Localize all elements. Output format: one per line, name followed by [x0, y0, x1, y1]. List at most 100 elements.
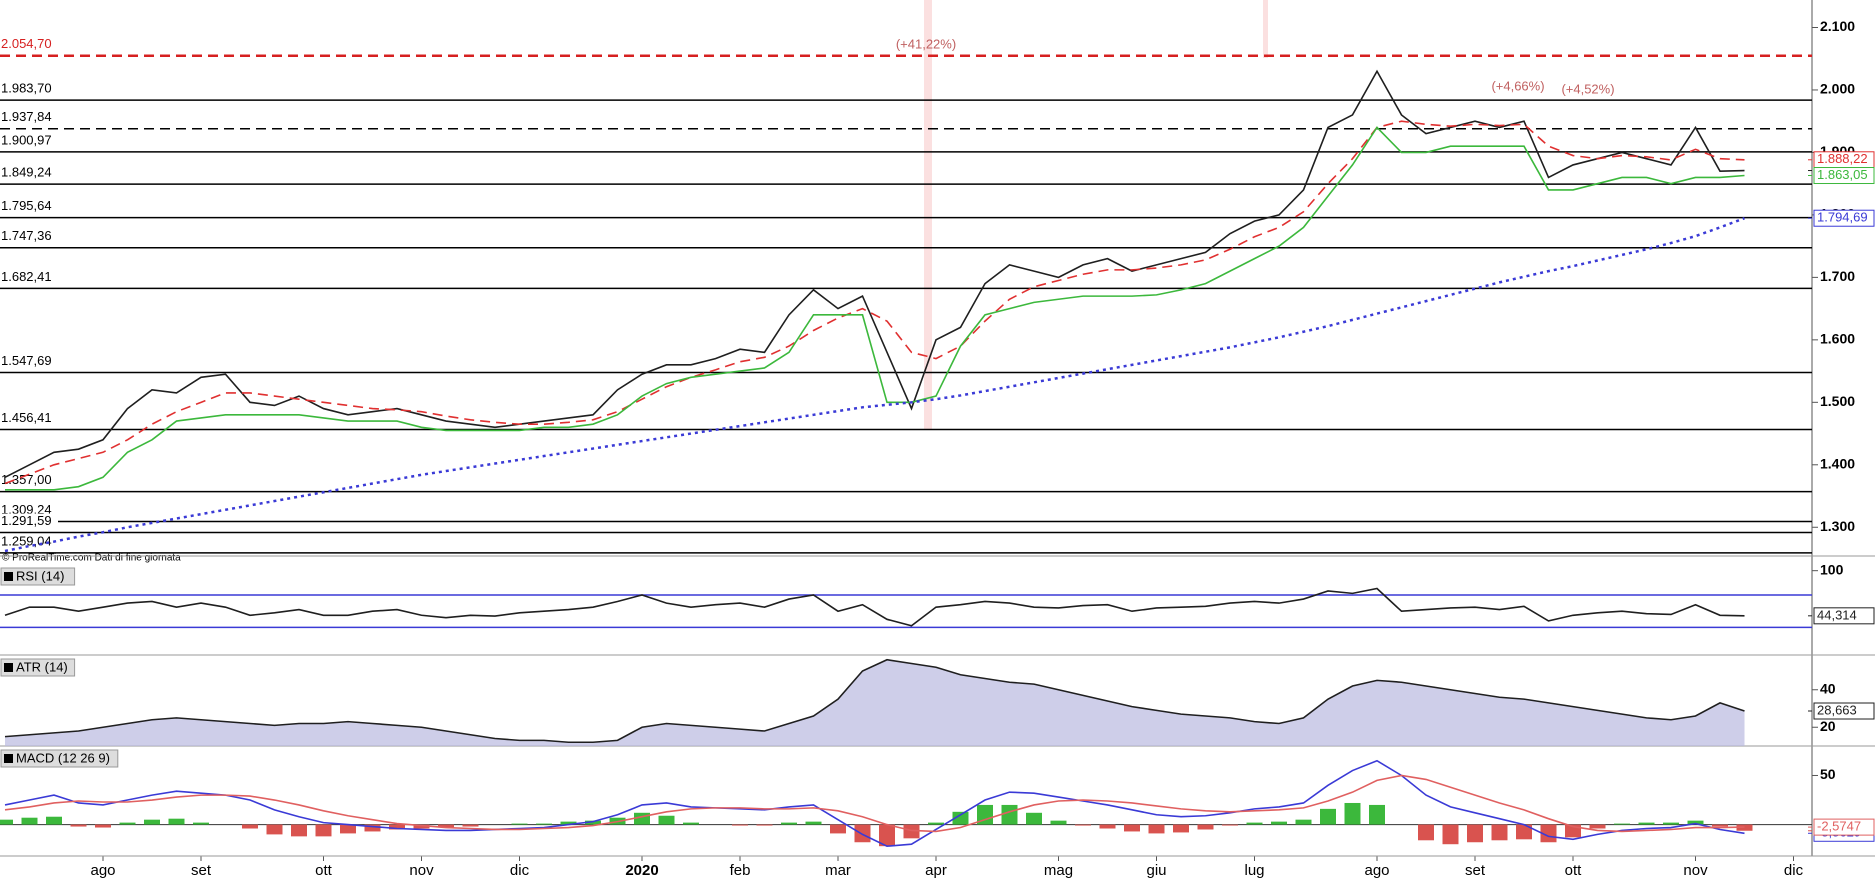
last-value-box: [1813, 818, 1875, 836]
histogram-bar: [389, 824, 405, 830]
annotation: (+4,52%): [1561, 81, 1614, 96]
histogram-bar: [977, 804, 993, 825]
level-label-bg: [0, 410, 58, 427]
histogram-bar: [1467, 824, 1483, 843]
histogram-bar: [536, 823, 552, 825]
last-value-label: 1.794,69: [1817, 210, 1868, 225]
x-tick-label: feb: [730, 862, 751, 879]
histogram-bar: [1491, 824, 1508, 841]
histogram-bar: [1295, 819, 1312, 825]
panel-title-icon: [4, 754, 13, 763]
histogram-bar: [1222, 824, 1238, 826]
last-value-label: 28,663: [1817, 702, 1857, 717]
last-value-box: [1813, 702, 1875, 720]
level-label-bg: [0, 109, 58, 126]
panel-title-bg: [0, 749, 119, 768]
histogram-bar: [830, 824, 846, 834]
y-tick-label: 100: [1820, 561, 1844, 577]
panel-title-icon: [4, 572, 13, 581]
histogram-bar: [1197, 824, 1214, 830]
series-line: [4, 587, 1745, 627]
histogram-bar: [1712, 824, 1728, 827]
panel-title: RSI (14): [16, 568, 64, 583]
annotation: (+4,66%): [1491, 78, 1544, 93]
level-label: 1.291,59: [1, 513, 52, 528]
y-tick-label: 1.500: [1820, 393, 1855, 409]
last-value-box: [1813, 607, 1875, 625]
series-area: [5, 659, 1745, 746]
x-tick-label: lug: [1244, 862, 1264, 879]
panel-title-icon: [4, 663, 13, 672]
level-label: 1.983,70: [1, 81, 52, 96]
level-label-bg: [0, 132, 58, 149]
histogram-bar: [438, 824, 454, 828]
x-tick-label: mar: [825, 862, 851, 879]
x-tick-label: apr: [925, 862, 947, 879]
level-label: 1.937,84: [1, 109, 52, 124]
panel-title-bg: [0, 658, 76, 677]
x-tick-label: ott: [1565, 862, 1583, 879]
last-value-label: 44,314: [1817, 607, 1857, 622]
series-line: [5, 126, 1745, 491]
x-tick-label: set: [1465, 862, 1486, 879]
histogram-bar: [781, 822, 797, 825]
histogram-bar: [70, 824, 87, 827]
histogram-bar: [1589, 824, 1606, 829]
x-tick-label: nov: [1683, 862, 1708, 879]
histogram-bar: [1663, 822, 1679, 825]
histogram-bar: [1075, 824, 1091, 826]
histogram-bar: [242, 824, 258, 829]
histogram-bar: [1344, 802, 1361, 825]
histogram-bar: [0, 819, 13, 825]
histogram-bar: [634, 812, 650, 825]
histogram-bar: [168, 818, 185, 825]
series-line: [4, 774, 1745, 833]
level-label: 1.259,04: [1, 533, 52, 548]
level-label: 1.900,97: [1, 132, 52, 147]
histogram-bar: [291, 824, 307, 837]
level-label: 1.682,41: [1, 269, 52, 284]
series-line: [4, 120, 1745, 485]
series-line: [4, 217, 1745, 553]
histogram-bar: [1442, 824, 1459, 845]
histogram-bar: [413, 824, 430, 829]
y-tick-label: 2.100: [1820, 18, 1855, 34]
level-label-bg: [0, 513, 58, 530]
y-tick-label: 50: [1820, 766, 1836, 782]
last-value-box: [1813, 209, 1875, 227]
x-tick-label: set: [191, 862, 212, 879]
level-label-bg: [0, 472, 58, 489]
histogram-bar: [805, 821, 822, 825]
annotation: (+41,22%): [896, 36, 956, 51]
last-value-label: 1.863,05: [1817, 167, 1868, 182]
level-label-bg: [0, 198, 58, 215]
histogram-bar: [585, 820, 601, 825]
histogram-bar: [119, 822, 136, 825]
histogram-bar: [1124, 824, 1140, 832]
histogram-bar: [854, 824, 871, 843]
histogram-bar: [340, 824, 356, 834]
panel-title: ATR (14): [16, 659, 68, 674]
x-tick-label: ago: [1364, 862, 1389, 879]
histogram-bar: [95, 824, 111, 828]
x-tick-label: nov: [409, 862, 434, 879]
level-label: 1.795,64: [1, 198, 52, 213]
y-tick-label: 1.700: [1820, 268, 1855, 284]
footer: © ProRealTime.com Dati di fine giornata: [2, 553, 181, 564]
histogram-bar: [1418, 824, 1434, 841]
level-label: 1.357,00: [1, 472, 52, 487]
last-value-label: 1.888,22: [1817, 151, 1868, 166]
x-tick-label: 2020: [625, 862, 658, 879]
level-label-bg: [0, 533, 58, 550]
level-label-bg: [0, 36, 58, 53]
level-label-bg: [0, 353, 58, 370]
histogram-bar: [1540, 824, 1557, 843]
level-label: 1.849,24: [1, 165, 52, 180]
histogram-bar: [193, 822, 209, 825]
histogram-bar: [1638, 822, 1655, 825]
level-label-bg: [0, 81, 58, 98]
level-label-bg: [0, 165, 58, 182]
panel-title-bg: [0, 567, 76, 586]
